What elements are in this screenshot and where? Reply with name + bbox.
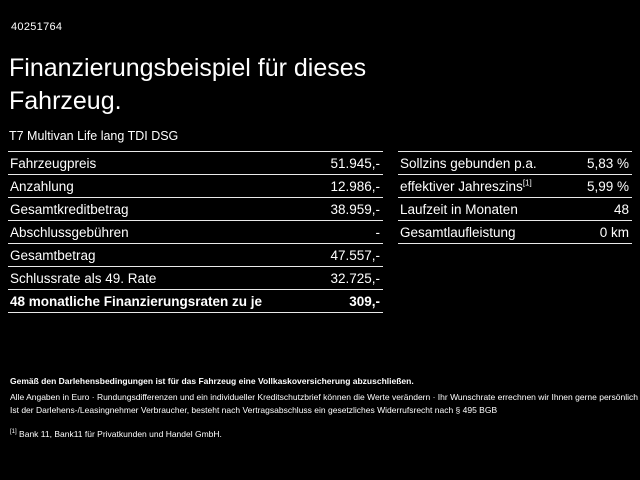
footnote-marker: [1] [10, 429, 17, 436]
table-row: effektiver Jahreszins[1] 5,99 % [398, 175, 632, 198]
row-value: 5,99 % [586, 178, 629, 194]
table-row: Gesamtkreditbetrag 38.959,- [8, 198, 383, 221]
vehicle-model: T7 Multivan Life lang TDI DSG [9, 129, 179, 143]
row-value: 32.725,- [330, 270, 380, 286]
row-label: Gesamtkreditbetrag [10, 201, 129, 217]
row-label-text: effektiver Jahreszins [400, 178, 523, 194]
table-row: Schlussrate als 49. Rate 32.725,- [8, 267, 383, 290]
table-row: Anzahlung 12.986,- [8, 175, 383, 198]
vehicle-id: 40251764 [11, 21, 63, 33]
page-title: Finanzierungsbeispiel für dieses Fahrzeu… [9, 54, 367, 115]
disclaimer-line-1: Alle Angaben in Euro · Rundungsdifferenz… [10, 392, 638, 403]
row-value: 48 [613, 201, 629, 217]
table-row: Gesamtbetrag 47.557,- [8, 244, 383, 267]
row-label: effektiver Jahreszins[1] [398, 179, 532, 194]
table-row: Laufzeit in Monaten 48 [398, 198, 632, 221]
row-value: - [375, 224, 381, 240]
row-value: 5,83 % [586, 155, 629, 171]
table-row: Abschlussgebühren - [8, 221, 383, 244]
table-row-monthly-rate: 48 monatliche Finanzierungsraten zu je 3… [8, 290, 383, 313]
row-label: 48 monatliche Finanzierungsraten zu je [10, 293, 263, 309]
row-value: 309,- [349, 293, 380, 309]
table-row: Fahrzeugpreis 51.945,- [8, 152, 383, 175]
footer-disclaimer: Gemäß den Darlehensbedingungen ist für d… [10, 375, 638, 440]
row-label: Gesamtlaufleistung [400, 224, 516, 240]
row-label: Anzahlung [10, 178, 74, 194]
insurance-note: Gemäß den Darlehensbedingungen ist für d… [10, 376, 414, 386]
footnote-marker: [1] [522, 178, 532, 187]
bank-footnote-text: Bank 11, Bank11 für Privatkunden und Han… [19, 428, 222, 439]
table-row: Gesamtlaufleistung 0 km [398, 221, 632, 244]
row-label: Sollzins gebunden p.a. [400, 155, 537, 171]
row-value: 12.986,- [330, 178, 380, 194]
row-label: Fahrzeugpreis [10, 155, 97, 171]
table-row: Sollzins gebunden p.a. 5,83 % [398, 152, 632, 175]
row-label: Gesamtbetrag [10, 247, 96, 263]
row-value: 38.959,- [330, 201, 380, 217]
disclaimer-line-2: Ist der Darlehens-/Leasingnehmer Verbrau… [10, 404, 498, 415]
row-value: 47.557,- [330, 247, 380, 263]
finance-table: Fahrzeugpreis 51.945,- Anzahlung 12.986,… [8, 151, 383, 313]
bank-footnote: [1] Bank 11, Bank11 für Privatkunden und… [10, 428, 634, 440]
row-label: Abschlussgebühren [10, 224, 129, 240]
rate-table: Sollzins gebunden p.a. 5,83 % effektiver… [398, 151, 632, 244]
row-value: 51.945,- [330, 155, 380, 171]
row-label: Laufzeit in Monaten [400, 201, 518, 217]
row-value: 0 km [599, 224, 629, 240]
row-label: Schlussrate als 49. Rate [10, 270, 157, 286]
